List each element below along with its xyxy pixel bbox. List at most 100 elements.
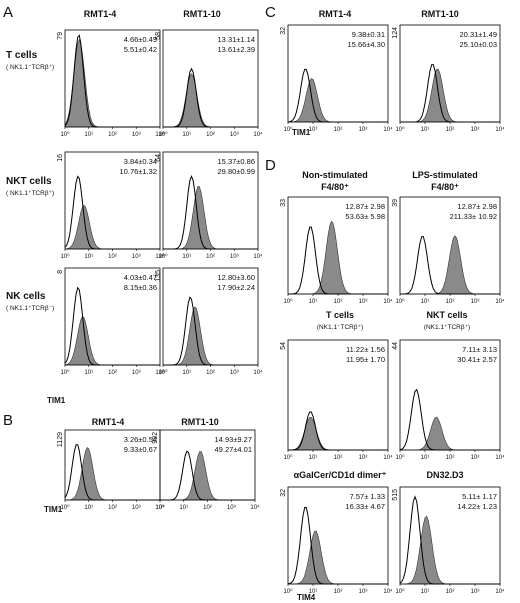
x-tick-label: 10⁰ xyxy=(283,454,293,461)
x-tick-label: 10¹ xyxy=(182,254,191,260)
x-tick-label: 10⁴ xyxy=(155,504,165,511)
stained-histogram xyxy=(160,451,255,501)
d-title2-nonstim: F4/80⁺ xyxy=(321,182,349,192)
row-sub-nk-cells: ( NK1.1⁺TCRβ⁻) xyxy=(6,305,54,312)
stat-value: 3.84±0.34 xyxy=(124,157,157,166)
x-tick-label: 10⁰ xyxy=(60,369,70,376)
stained-histogram xyxy=(163,306,258,366)
y-max-label: 135 xyxy=(155,270,162,282)
stat-value: 30.41± 2.57 xyxy=(457,355,497,364)
x-tick-label: 10⁴ xyxy=(253,369,263,376)
x-tick-label: 10⁰ xyxy=(158,369,168,376)
x-tick-label: 10¹ xyxy=(84,370,93,376)
panel-letter-d: D xyxy=(265,157,276,174)
x-tick-label: 10³ xyxy=(471,589,480,595)
col-title-b-rmt1-4: RMT1-4 xyxy=(92,417,125,427)
x-tick-label: 10⁴ xyxy=(155,131,165,138)
x-tick-label: 10¹ xyxy=(421,455,430,461)
panel-letter-a: A xyxy=(3,4,13,21)
x-tick-label: 10³ xyxy=(132,505,141,511)
x-tick-label: 10⁴ xyxy=(253,131,263,138)
stat-value: 20.31±1.49 xyxy=(460,30,497,39)
stained-histogram xyxy=(65,447,160,501)
stat-value: 12.80±3.60 xyxy=(218,273,255,282)
x-tick-label: 10⁴ xyxy=(155,369,165,376)
stained-histogram xyxy=(64,316,160,366)
x-tick-label: 10³ xyxy=(359,127,368,133)
x-tick-label: 10² xyxy=(334,127,343,133)
x-tick-label: 10³ xyxy=(132,132,141,138)
stat-value: 12.87± 2.98 xyxy=(345,202,385,211)
x-tick-label: 10⁴ xyxy=(495,588,505,595)
stat-value: 7.57± 1.33 xyxy=(350,492,385,501)
x-tick-label: 10² xyxy=(446,589,455,595)
stained-histogram xyxy=(288,530,388,585)
y-max-label: 992 xyxy=(152,432,159,444)
x-tick-label: 10² xyxy=(446,127,455,133)
stat-value: 8.15±0.36 xyxy=(124,283,157,292)
stat-value: 15.66±4.30 xyxy=(348,40,385,49)
x-tick-label: 10⁰ xyxy=(395,126,405,133)
d-title-agalcer: αGalCer/CD1d dimer⁺ xyxy=(294,470,387,480)
axis-label-a: TIM1 xyxy=(47,396,66,405)
stat-value: 15.37±0.86 xyxy=(218,157,255,166)
y-max-label: 32 xyxy=(280,27,287,35)
x-tick-label: 10¹ xyxy=(182,370,191,376)
x-tick-label: 10² xyxy=(334,299,343,305)
stat-value: 29.80±0.99 xyxy=(218,167,255,176)
x-tick-label: 10³ xyxy=(230,370,239,376)
col-title-c-rmt1-10: RMT1-10 xyxy=(421,9,459,19)
row-label-nkt-cells: NKT cells xyxy=(6,176,52,187)
x-tick-label: 10¹ xyxy=(421,127,430,133)
row-label-nk-cells: NK cells xyxy=(6,291,46,302)
x-tick-label: 10² xyxy=(334,455,343,461)
x-tick-label: 10¹ xyxy=(182,132,191,138)
stat-value: 4.03±0.47 xyxy=(124,273,157,282)
stat-value: 5.11± 1.17 xyxy=(462,492,497,501)
control-histogram xyxy=(163,296,258,366)
stat-value: 17.90±2.24 xyxy=(218,283,255,292)
x-tick-label: 10⁰ xyxy=(283,298,293,305)
x-tick-label: 10³ xyxy=(359,589,368,595)
x-tick-label: 10⁰ xyxy=(60,131,70,138)
x-tick-label: 10⁰ xyxy=(395,454,405,461)
x-tick-label: 10³ xyxy=(471,455,480,461)
d-title-lps: LPS-stimulated xyxy=(412,170,478,180)
x-tick-label: 10³ xyxy=(132,370,141,376)
x-tick-label: 10⁰ xyxy=(283,126,293,133)
y-max-label: 54 xyxy=(280,342,287,350)
stained-histogram xyxy=(400,235,500,295)
col-title-a-rmt1-10: RMT1-10 xyxy=(183,9,221,19)
x-tick-label: 10⁰ xyxy=(283,588,293,595)
x-tick-label: 10³ xyxy=(471,127,480,133)
row-label-t-cells: T cells xyxy=(6,50,38,61)
y-max-label: 32 xyxy=(280,489,287,497)
x-tick-label: 10¹ xyxy=(309,127,318,133)
d-title-nkt: NKT cells xyxy=(426,310,467,320)
stat-value: 11.22± 1.56 xyxy=(346,345,385,354)
x-tick-label: 10² xyxy=(334,589,343,595)
x-tick-label: 10⁰ xyxy=(60,253,70,260)
stained-histogram xyxy=(288,220,388,295)
control-histogram xyxy=(163,67,258,128)
axis-label-c: TIM1 xyxy=(292,128,311,137)
y-max-label: 79 xyxy=(57,32,64,40)
x-tick-label: 10² xyxy=(108,370,117,376)
row-sub-nkt-cells: ( NK1.1⁺TCRβ⁺) xyxy=(6,190,54,197)
y-max-label: 33 xyxy=(280,199,287,207)
x-tick-label: 10⁴ xyxy=(253,253,263,260)
y-max-label: 39 xyxy=(392,199,399,207)
x-tick-label: 10¹ xyxy=(309,299,318,305)
stained-histogram xyxy=(400,416,500,451)
y-max-label: 1129 xyxy=(57,432,64,447)
stat-value: 13.31±1.14 xyxy=(218,35,255,44)
x-tick-label: 10⁰ xyxy=(395,298,405,305)
x-tick-label: 10² xyxy=(446,455,455,461)
